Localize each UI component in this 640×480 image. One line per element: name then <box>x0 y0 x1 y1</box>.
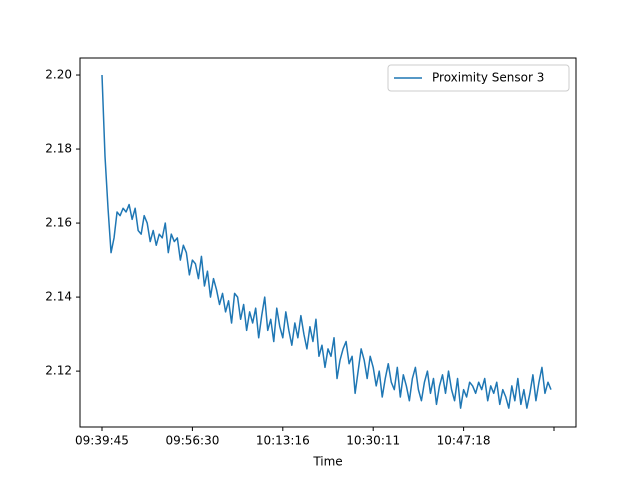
x-tick-label: 09:39:45 <box>75 434 129 448</box>
legend-label: Proximity Sensor 3 <box>432 71 544 85</box>
x-tick-label: 10:30:11 <box>346 434 400 448</box>
y-tick-label: 2.14 <box>45 290 72 304</box>
x-tick-label: 09:56:30 <box>165 434 219 448</box>
y-tick-label: 2.12 <box>45 364 72 378</box>
plot-frame <box>79 57 577 428</box>
legend-box <box>387 64 570 92</box>
x-tick-label: 10:47:18 <box>437 434 491 448</box>
y-tick-label: 2.20 <box>45 68 72 82</box>
y-tick-label: 2.16 <box>45 216 72 230</box>
x-tick-label: 10:13:16 <box>256 434 310 448</box>
y-tick-label: 2.18 <box>45 142 72 156</box>
data-line <box>101 75 552 409</box>
x-axis-label: Time <box>312 455 342 469</box>
